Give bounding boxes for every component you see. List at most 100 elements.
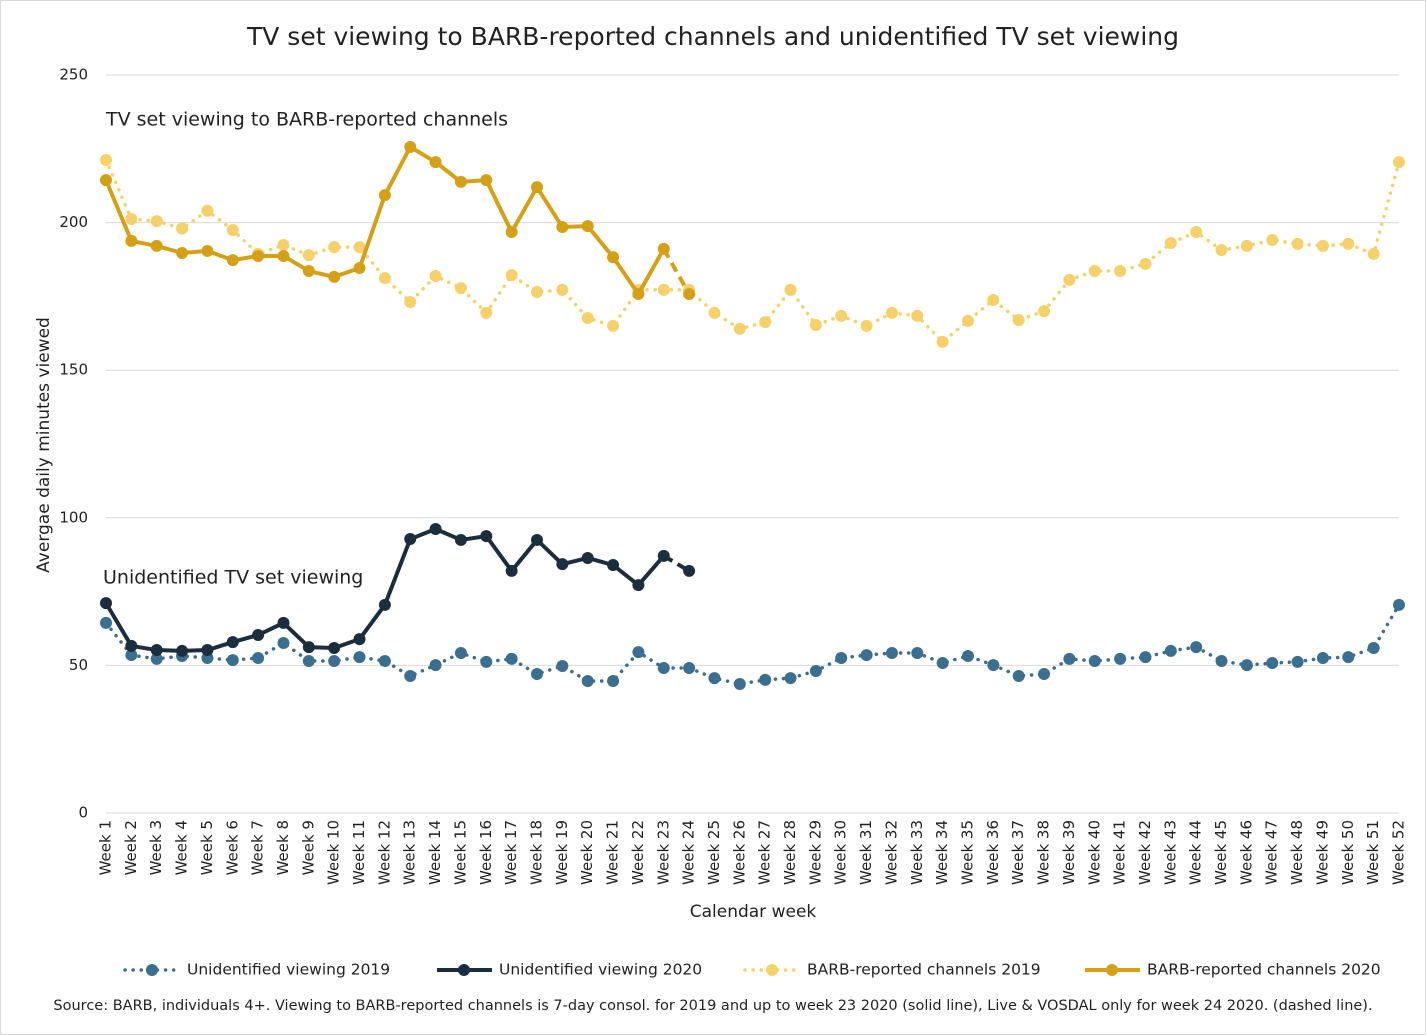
data-point <box>454 647 467 660</box>
data-point <box>226 254 239 267</box>
data-point <box>1291 237 1304 250</box>
x-tick-label: Week 46 <box>1237 820 1255 885</box>
data-point <box>657 242 670 255</box>
data-point <box>657 283 670 296</box>
legend-label: Unidentified viewing 2019 <box>187 961 390 979</box>
data-point <box>1114 652 1127 665</box>
data-point <box>480 655 493 668</box>
data-point <box>1190 641 1203 654</box>
data-point <box>125 649 138 662</box>
x-tick-label: Week 41 <box>1111 820 1129 885</box>
data-point <box>454 533 467 546</box>
x-tick-label: Week 4 <box>173 820 191 875</box>
data-point <box>201 244 214 257</box>
data-point <box>911 309 924 322</box>
data-point <box>911 647 924 660</box>
data-point <box>1393 598 1405 611</box>
data-point <box>1240 659 1253 672</box>
data-point <box>277 239 290 252</box>
x-tick-label: Week 22 <box>629 820 647 885</box>
data-point <box>556 659 569 672</box>
x-tick-label: Week 36 <box>984 820 1002 885</box>
x-tick-label: Week 42 <box>1136 820 1154 885</box>
legend-marker <box>458 964 470 976</box>
data-point <box>987 659 1000 672</box>
data-point <box>531 533 543 546</box>
data-point <box>100 174 112 187</box>
data-point <box>1038 305 1051 318</box>
data-point <box>302 265 315 278</box>
data-point <box>860 649 873 662</box>
data-point <box>885 306 898 319</box>
x-tick-label: Week 43 <box>1161 820 1179 885</box>
x-tick-label: Week 48 <box>1288 820 1306 885</box>
data-point <box>581 551 594 564</box>
x-tick-label: Week 20 <box>578 820 596 885</box>
x-tick-label: Week 38 <box>1035 820 1053 885</box>
data-point <box>708 672 721 685</box>
data-point <box>683 564 696 577</box>
data-point <box>176 644 189 657</box>
data-point <box>835 652 848 665</box>
data-point <box>1012 670 1025 683</box>
data-point <box>378 272 391 285</box>
data-point <box>733 322 746 335</box>
x-tick-label: Week 23 <box>654 820 672 885</box>
data-point <box>429 523 442 536</box>
data-point <box>1316 239 1329 252</box>
data-point <box>581 675 594 688</box>
data-point <box>125 213 138 226</box>
data-point <box>1266 657 1279 670</box>
x-tick-label: Week 19 <box>553 820 571 885</box>
data-point <box>480 306 493 319</box>
data-point <box>226 636 239 649</box>
data-point <box>1215 654 1228 667</box>
x-tick-label: Week 52 <box>1390 820 1408 885</box>
data-point <box>1139 651 1152 664</box>
x-tick-label: Week 8 <box>274 820 292 875</box>
x-tick-label: Week 2 <box>122 820 140 875</box>
data-point <box>100 616 112 629</box>
data-point <box>556 558 569 571</box>
x-tick-label: Week 49 <box>1313 820 1331 885</box>
data-point <box>328 270 341 283</box>
data-point <box>429 156 442 169</box>
y-tick-label: 100 <box>59 508 88 526</box>
data-point <box>759 673 772 686</box>
data-point <box>1139 257 1152 270</box>
data-point <box>100 154 112 167</box>
data-point <box>1063 652 1076 665</box>
data-point <box>936 657 949 670</box>
x-tick-label: Week 28 <box>781 820 799 885</box>
data-point <box>809 665 822 678</box>
data-point <box>226 654 239 667</box>
x-tick-label: Week 31 <box>857 820 875 885</box>
x-tick-label: Week 6 <box>223 820 241 875</box>
data-point <box>353 651 366 664</box>
x-tick-label: Week 26 <box>730 820 748 885</box>
data-point <box>1367 641 1380 654</box>
y-tick-label: 150 <box>59 361 88 379</box>
data-point <box>252 652 265 665</box>
data-point <box>632 646 645 659</box>
data-point <box>1063 273 1076 286</box>
x-tick-label: Week 30 <box>832 820 850 885</box>
legend-label: BARB-reported channels 2020 <box>1147 961 1381 979</box>
data-point <box>1088 265 1101 278</box>
data-point <box>150 215 163 228</box>
x-tick-label: Week 18 <box>528 820 546 885</box>
y-tick-label: 250 <box>59 66 88 84</box>
data-point <box>328 641 341 654</box>
y-tick-label: 200 <box>59 213 88 231</box>
data-point <box>302 249 315 262</box>
x-tick-label: Week 45 <box>1212 820 1230 885</box>
data-point <box>962 649 974 662</box>
data-point <box>1316 652 1329 665</box>
x-tick-label: Week 32 <box>882 820 900 885</box>
data-point <box>150 239 163 252</box>
data-point <box>632 579 645 592</box>
y-tick-label: 0 <box>78 804 88 822</box>
data-point <box>860 319 873 332</box>
x-tick-label: Week 21 <box>604 820 622 885</box>
data-point <box>632 288 645 301</box>
